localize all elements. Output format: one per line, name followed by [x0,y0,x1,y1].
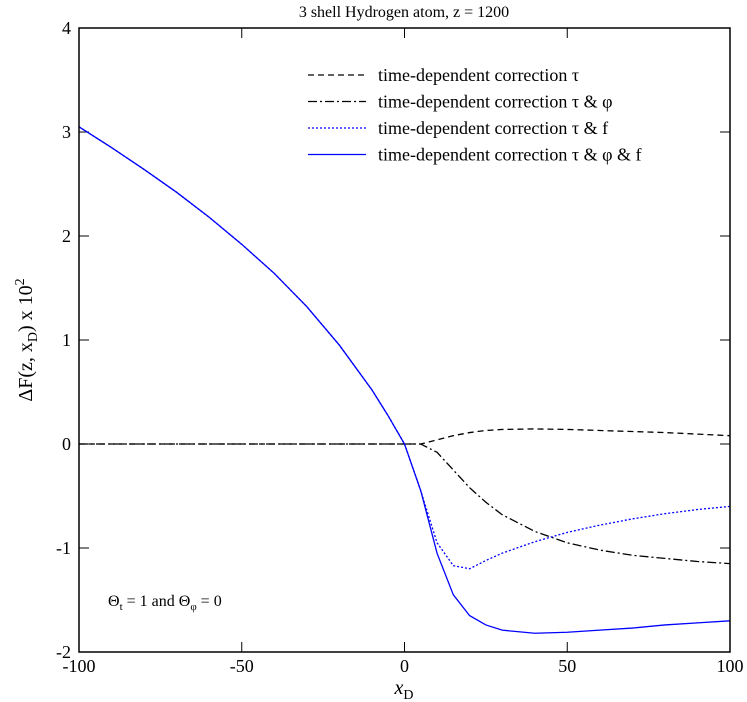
y-label-part: ) x 10 [15,285,37,332]
y-label-part: ΔF(z, x [15,342,37,402]
legend-label: time-dependent correction τ [378,65,579,85]
annotation-sub: φ [190,601,196,613]
legend-label: time-dependent correction τ & f [378,118,608,138]
x-tick-label: 100 [717,656,744,676]
data-line [79,443,731,565]
x-label-sub: D [403,688,413,702]
annotation-part: Θ [108,593,120,610]
y-axis-label: ΔF(z, xD) x 102 [13,278,41,401]
annotation-sub: t [120,601,123,613]
legend-label: time-dependent correction τ & φ & f [378,145,642,165]
x-label-part: x [393,677,403,699]
y-tick-label: -1 [56,538,71,558]
data-line [79,428,731,445]
y-tick-label: 1 [62,330,71,350]
y-tick-label: -2 [56,642,71,662]
x-tick-label: -100 [63,656,96,676]
x-axis-label: xD [393,677,413,702]
plot-frame [78,27,731,653]
chart-title: 3 shell Hydrogen atom, z = 1200 [299,4,509,21]
x-tick-label: 0 [400,656,409,676]
annotation-part: = 1 and Θ [123,593,191,610]
y-tick-label: 0 [62,434,71,454]
annotation-part: = 0 [197,593,222,610]
y-label-sub: D [26,332,41,342]
y-label-sup: 2 [13,278,28,285]
annotation: Θt = 1 and Θφ = 0 [108,593,222,613]
y-tick-label: 3 [62,122,71,142]
legend-label: time-dependent correction τ & φ [378,92,613,112]
x-tick-label: -50 [230,656,254,676]
data-line [78,126,731,634]
y-tick-label: 4 [62,18,71,38]
y-tick-label: 2 [62,226,71,246]
x-tick-label: 50 [558,656,576,676]
